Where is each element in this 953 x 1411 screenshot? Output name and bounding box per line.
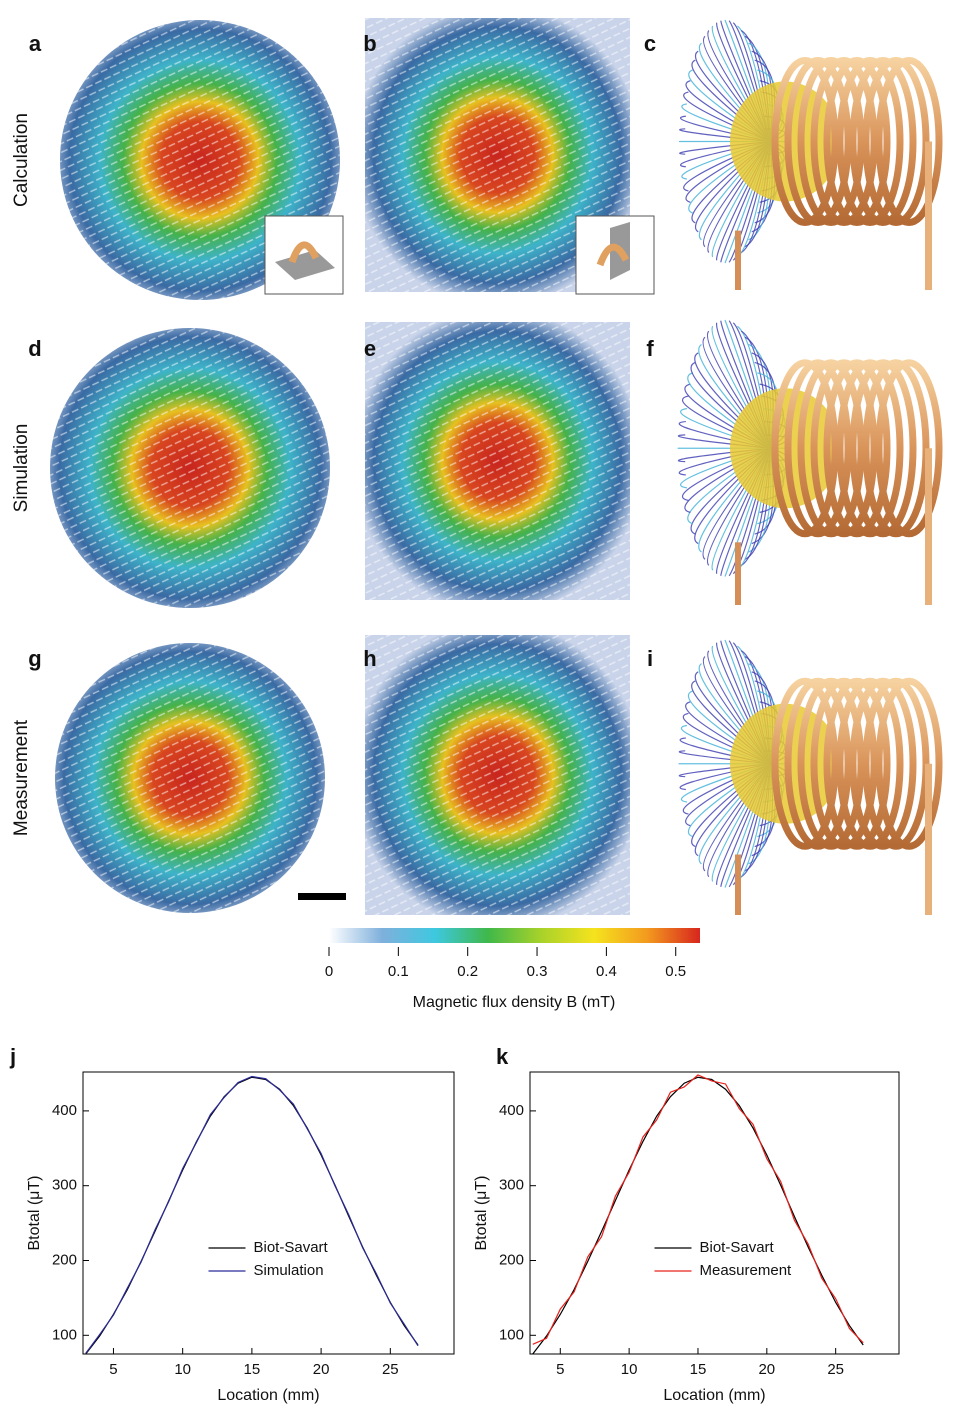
panel-label: c <box>644 31 656 56</box>
coil-lead <box>735 230 741 290</box>
y-tick-label: 100 <box>52 1326 77 1343</box>
y-axis-label: Btotal (μT) <box>26 1175 43 1250</box>
vector-field-arrows <box>55 643 325 913</box>
panel-label: d <box>28 336 41 361</box>
coil-turn <box>784 677 852 850</box>
coil-turn <box>836 359 904 538</box>
x-tick-label: 10 <box>621 1361 638 1378</box>
row-label: Calculation <box>11 113 32 207</box>
x-tick-label: 10 <box>174 1361 191 1378</box>
series-line <box>532 1076 864 1355</box>
coil-turn <box>823 57 891 226</box>
coil-turn <box>771 57 839 226</box>
scale-bar <box>298 893 346 900</box>
plot-frame <box>529 1071 900 1355</box>
coil-lead <box>925 141 932 290</box>
y-tick-label: 300 <box>52 1177 77 1194</box>
y-tick-label: 100 <box>499 1326 524 1343</box>
coil-turn <box>771 359 839 538</box>
x-axis-label: Location (mm) <box>663 1387 765 1404</box>
y-tick-label: 200 <box>499 1251 524 1268</box>
y-tick-label: 300 <box>499 1177 524 1194</box>
coil-turn <box>797 677 865 850</box>
coil-turn <box>849 57 917 226</box>
x-tick-label: 15 <box>244 1361 261 1378</box>
field-panels <box>50 18 943 915</box>
coil-turn <box>797 57 865 226</box>
x-axis-label: Location (mm) <box>217 1387 319 1404</box>
coil-turn <box>875 359 943 538</box>
panel-label: e <box>364 336 376 361</box>
coil-turn <box>810 57 878 226</box>
legend-label: Measurement <box>700 1262 793 1279</box>
legend-label: Biot-Savart <box>254 1239 329 1256</box>
series-line <box>85 1076 419 1355</box>
vector-field-arrows <box>50 328 330 608</box>
x-tick-label: 25 <box>827 1361 844 1378</box>
legend-label: Biot-Savart <box>700 1239 775 1256</box>
series-line <box>85 1075 419 1354</box>
x-tick-label: 25 <box>382 1361 399 1378</box>
panel-label: b <box>363 31 376 56</box>
coil-turn <box>875 677 943 850</box>
coil-lead <box>925 763 932 915</box>
panel-label: g <box>28 646 41 671</box>
vector-field-arrows <box>365 322 630 600</box>
panel-label: a <box>29 31 42 56</box>
x-tick-label: 5 <box>556 1361 564 1378</box>
series-line <box>532 1074 864 1345</box>
colorbar-tick-label: 0.3 <box>527 963 548 980</box>
y-tick-label: 400 <box>499 1102 524 1119</box>
coil-turn <box>823 359 891 538</box>
coil-turn <box>784 57 852 226</box>
colorbar-label: Magnetic flux density B (mT) <box>413 994 616 1011</box>
colorbar-tick-label: 0.4 <box>596 963 617 980</box>
x-tick-label: 5 <box>109 1361 117 1378</box>
coil-turn <box>823 677 891 850</box>
coil-turn <box>797 359 865 538</box>
y-tick-label: 400 <box>52 1102 77 1119</box>
coil-turn <box>849 359 917 538</box>
panel-label: j <box>9 1044 16 1069</box>
colorbar-tick-label: 0.1 <box>388 963 409 980</box>
coil-turn <box>810 677 878 850</box>
coil-turn <box>875 57 943 226</box>
vector-field-arrows <box>365 635 630 915</box>
colorbar-tick-label: 0 <box>325 963 333 980</box>
row-label: Measurement <box>11 719 32 836</box>
inset-coil <box>288 241 320 264</box>
coil-turn <box>849 677 917 850</box>
row-label: Simulation <box>11 424 32 513</box>
coil-turn <box>810 359 878 538</box>
y-axis-label: Btotal (μT) <box>473 1175 490 1250</box>
coil-turn <box>836 677 904 850</box>
coil-lead <box>735 854 741 915</box>
x-tick-label: 15 <box>690 1361 707 1378</box>
panel-label: k <box>496 1044 509 1069</box>
colorbar-tick-label: 0.5 <box>665 963 686 980</box>
coil-lead <box>925 448 932 605</box>
x-tick-label: 20 <box>758 1361 775 1378</box>
coil-lead <box>735 542 741 605</box>
panel-label: i <box>647 646 653 671</box>
y-tick-label: 200 <box>52 1251 77 1268</box>
colorbar-tick-label: 0.2 <box>457 963 478 980</box>
coil-turn <box>836 57 904 226</box>
inset-coil <box>596 243 630 267</box>
panel-label: h <box>363 646 376 671</box>
x-tick-label: 20 <box>313 1361 330 1378</box>
plot-frame <box>82 1071 455 1355</box>
coil-turn <box>771 677 839 850</box>
legend-label: Simulation <box>254 1262 324 1279</box>
panel-label: f <box>646 336 654 361</box>
coil-turn <box>784 359 852 538</box>
colorbar <box>329 928 700 943</box>
